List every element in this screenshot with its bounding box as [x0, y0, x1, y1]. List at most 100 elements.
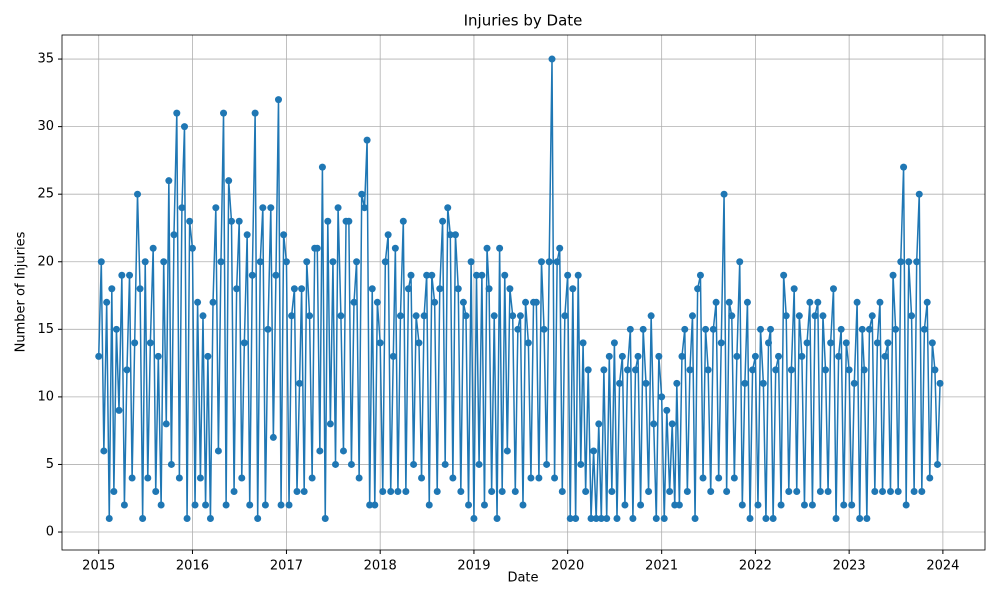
point [361, 204, 369, 212]
point [626, 325, 634, 333]
point [856, 515, 864, 523]
point [128, 474, 136, 482]
point [827, 339, 835, 347]
point [897, 258, 905, 266]
point [858, 325, 866, 333]
point [410, 460, 418, 468]
point [610, 339, 618, 347]
point [493, 515, 501, 523]
point [660, 515, 668, 523]
point [762, 515, 770, 523]
point [876, 298, 884, 306]
point [548, 55, 556, 63]
point [217, 258, 225, 266]
point [631, 366, 639, 374]
point [214, 447, 222, 455]
point [832, 515, 840, 523]
point [339, 447, 347, 455]
point [485, 285, 493, 293]
point [860, 366, 868, 374]
point [506, 285, 514, 293]
point [293, 487, 301, 495]
point [358, 190, 366, 198]
point [668, 420, 676, 428]
x-tick-label: 2018 [364, 559, 397, 574]
point [865, 325, 873, 333]
point [613, 515, 621, 523]
point [777, 501, 785, 509]
point [543, 460, 551, 468]
point [404, 285, 412, 293]
point [933, 460, 941, 468]
point [425, 501, 433, 509]
point [666, 487, 674, 495]
point [303, 258, 311, 266]
point [605, 352, 613, 360]
point [282, 258, 290, 266]
point [772, 366, 780, 374]
point [728, 312, 736, 320]
point [329, 258, 337, 266]
point [470, 515, 478, 523]
point [910, 487, 918, 495]
point [702, 325, 710, 333]
point [913, 258, 921, 266]
point [423, 271, 431, 279]
y-tick-label: 10 [37, 389, 54, 404]
point [280, 231, 288, 239]
point [673, 379, 681, 387]
point [264, 325, 272, 333]
point [175, 474, 183, 482]
point [134, 190, 142, 198]
point [790, 285, 798, 293]
point [298, 285, 306, 293]
point [206, 515, 214, 523]
point [709, 325, 717, 333]
point [886, 487, 894, 495]
x-tick-label: 2021 [645, 559, 678, 574]
point [420, 312, 428, 320]
point [743, 298, 751, 306]
point [387, 487, 395, 495]
point [108, 285, 116, 293]
point [152, 487, 160, 495]
point [652, 515, 660, 523]
point [733, 352, 741, 360]
point [884, 339, 892, 347]
point [296, 379, 304, 387]
y-tick-label: 30 [37, 119, 54, 134]
point [879, 487, 887, 495]
point [230, 487, 238, 495]
point [225, 177, 233, 185]
point [519, 501, 527, 509]
point [199, 312, 207, 320]
point [757, 325, 765, 333]
point [749, 366, 757, 374]
x-tick-label: 2023 [833, 559, 866, 574]
point [723, 487, 731, 495]
point [902, 501, 910, 509]
point [306, 312, 314, 320]
point [288, 312, 296, 320]
point [115, 406, 123, 414]
point [675, 501, 683, 509]
point [186, 217, 194, 225]
point [746, 515, 754, 523]
point [162, 420, 170, 428]
point [840, 501, 848, 509]
point [842, 339, 850, 347]
point [572, 515, 580, 523]
point [704, 366, 712, 374]
point [894, 487, 902, 495]
point [574, 271, 582, 279]
point [188, 244, 196, 252]
x-tick-label: 2017 [270, 559, 303, 574]
point [873, 339, 881, 347]
point [645, 487, 653, 495]
point [751, 352, 759, 360]
x-tick-label: 2015 [82, 559, 115, 574]
point [658, 393, 666, 401]
y-axis-label: Number of Injuries [14, 231, 29, 352]
point [837, 325, 845, 333]
point [863, 515, 871, 523]
